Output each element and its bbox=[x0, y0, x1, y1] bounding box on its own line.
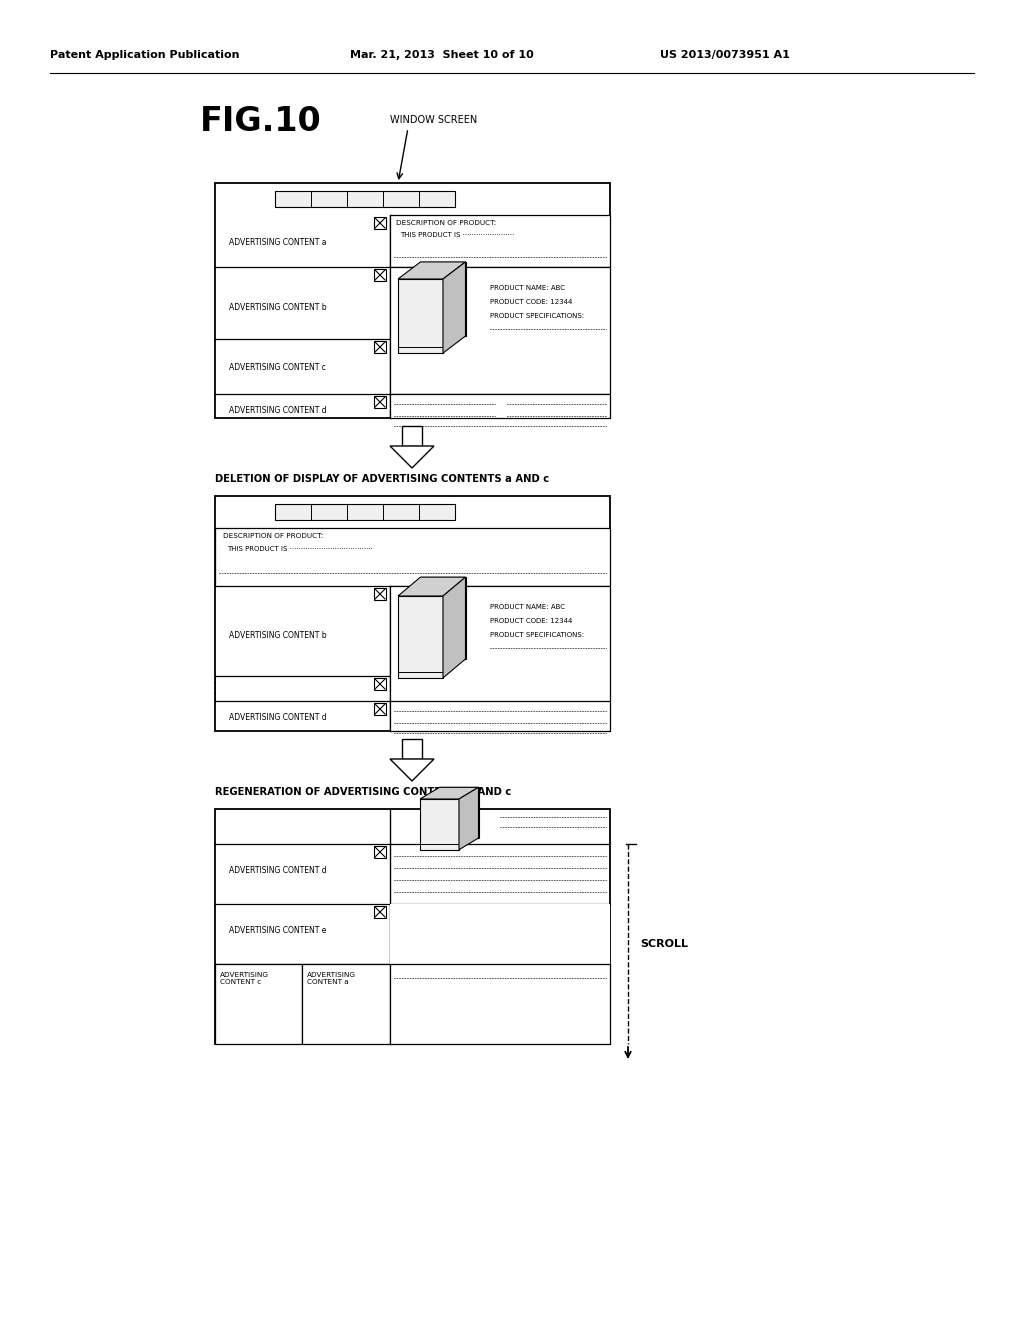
Bar bbox=[420, 799, 459, 850]
Text: ADVERTISING CONTENT e: ADVERTISING CONTENT e bbox=[229, 927, 327, 935]
Polygon shape bbox=[443, 577, 466, 678]
Bar bbox=[374, 704, 386, 715]
Bar bbox=[390, 964, 610, 1044]
Text: THIS PRODUCT IS ·······················: THIS PRODUCT IS ······················· bbox=[400, 232, 514, 238]
Bar bbox=[390, 904, 610, 964]
Polygon shape bbox=[398, 577, 466, 597]
Bar bbox=[374, 678, 386, 690]
Polygon shape bbox=[420, 787, 478, 799]
Text: DELETION OF DISPLAY OF ADVERTISING CONTENTS a AND c: DELETION OF DISPLAY OF ADVERTISING CONTE… bbox=[215, 474, 549, 484]
Bar bbox=[374, 846, 386, 858]
Text: ADVERTISING CONTENT b: ADVERTISING CONTENT b bbox=[229, 304, 327, 312]
Text: DESCRIPTION OF PRODUCT:: DESCRIPTION OF PRODUCT: bbox=[223, 533, 324, 539]
Text: ADVERTISING
CONTENT c: ADVERTISING CONTENT c bbox=[220, 972, 269, 985]
Bar bbox=[390, 267, 610, 393]
Bar bbox=[275, 504, 455, 520]
Text: FIG.10: FIG.10 bbox=[200, 106, 322, 139]
Text: PRODUCT SPECIFICATIONS:: PRODUCT SPECIFICATIONS: bbox=[490, 313, 584, 319]
Bar bbox=[215, 528, 610, 586]
Bar bbox=[421, 577, 466, 659]
Polygon shape bbox=[398, 261, 466, 279]
Bar bbox=[374, 396, 386, 408]
Bar bbox=[374, 216, 386, 228]
Text: PRODUCT CODE: 12344: PRODUCT CODE: 12344 bbox=[490, 300, 572, 305]
Text: THIS PRODUCT IS ·····································: THIS PRODUCT IS ························… bbox=[227, 546, 373, 552]
Polygon shape bbox=[459, 787, 478, 850]
Text: ADVERTISING CONTENT d: ADVERTISING CONTENT d bbox=[229, 866, 327, 875]
Text: Mar. 21, 2013  Sheet 10 of 10: Mar. 21, 2013 Sheet 10 of 10 bbox=[350, 50, 534, 59]
Bar bbox=[215, 496, 610, 731]
Bar bbox=[215, 964, 302, 1044]
Polygon shape bbox=[390, 446, 434, 469]
Bar bbox=[439, 787, 478, 838]
Bar bbox=[374, 341, 386, 352]
Bar bbox=[402, 426, 422, 446]
Text: ADVERTISING CONTENT c: ADVERTISING CONTENT c bbox=[229, 363, 326, 372]
Bar bbox=[398, 279, 443, 354]
Bar bbox=[215, 809, 610, 1044]
Polygon shape bbox=[443, 261, 466, 354]
Text: Patent Application Publication: Patent Application Publication bbox=[50, 50, 240, 59]
Text: WINDOW SCREEN: WINDOW SCREEN bbox=[390, 115, 477, 125]
Text: ADVERTISING CONTENT a: ADVERTISING CONTENT a bbox=[229, 238, 327, 247]
Text: ADVERTISING
CONTENT a: ADVERTISING CONTENT a bbox=[307, 972, 356, 985]
Bar bbox=[390, 215, 610, 267]
Text: DESCRIPTION OF PRODUCT:: DESCRIPTION OF PRODUCT: bbox=[396, 220, 497, 226]
Polygon shape bbox=[390, 759, 434, 781]
Text: PRODUCT SPECIFICATIONS:: PRODUCT SPECIFICATIONS: bbox=[490, 632, 584, 638]
Text: ADVERTISING CONTENT d: ADVERTISING CONTENT d bbox=[229, 407, 327, 414]
Bar bbox=[374, 269, 386, 281]
Bar bbox=[215, 183, 610, 418]
Text: ADVERTISING CONTENT d: ADVERTISING CONTENT d bbox=[229, 713, 327, 722]
Text: PRODUCT CODE: 12344: PRODUCT CODE: 12344 bbox=[490, 618, 572, 624]
Bar bbox=[398, 597, 443, 678]
Bar bbox=[275, 191, 455, 207]
Text: REGENERATION OF ADVERTISING CONTENTS a AND c: REGENERATION OF ADVERTISING CONTENTS a A… bbox=[215, 787, 511, 797]
Text: PRODUCT NAME: ABC: PRODUCT NAME: ABC bbox=[490, 605, 565, 610]
Text: US 2013/0073951 A1: US 2013/0073951 A1 bbox=[660, 50, 790, 59]
Bar bbox=[390, 393, 610, 418]
Text: PRODUCT NAME: ABC: PRODUCT NAME: ABC bbox=[490, 285, 565, 290]
Text: ADVERTISING CONTENT b: ADVERTISING CONTENT b bbox=[229, 631, 327, 640]
Bar bbox=[390, 586, 610, 731]
Bar bbox=[402, 739, 422, 759]
Bar bbox=[421, 261, 466, 337]
Bar bbox=[374, 906, 386, 917]
Bar bbox=[374, 587, 386, 601]
Bar bbox=[302, 964, 390, 1044]
Text: SCROLL: SCROLL bbox=[640, 939, 688, 949]
